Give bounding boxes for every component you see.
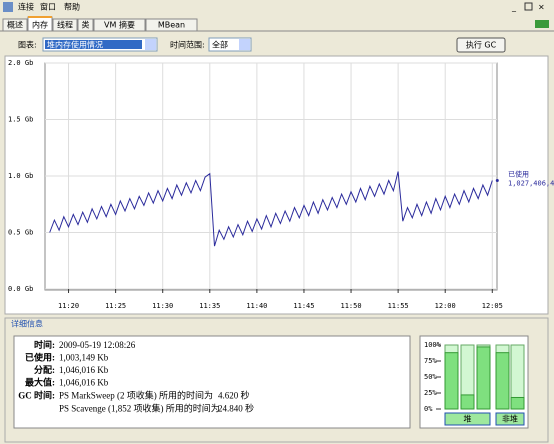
x-tick-label: 11:25 bbox=[105, 302, 126, 310]
gc-time: 24.840 秒 bbox=[218, 403, 254, 414]
bar bbox=[476, 346, 491, 410]
y-tick-label: 2.0 Gb bbox=[8, 59, 33, 67]
x-tick-label: 11:20 bbox=[58, 302, 79, 310]
tab[interactable] bbox=[52, 18, 78, 32]
range-select-text: 全部 bbox=[212, 40, 228, 50]
detail-label: 时间: bbox=[34, 339, 55, 350]
gc-entry: PS Scavenge (1,852 项收集) 所用的时间为 bbox=[59, 403, 220, 414]
chart-select-text: 堆内存使用情况 bbox=[47, 40, 103, 50]
detail-label: 分配: bbox=[34, 364, 55, 375]
app-icon bbox=[3, 2, 13, 12]
tab[interactable] bbox=[145, 18, 198, 32]
select-highlight bbox=[45, 40, 142, 49]
series-line bbox=[49, 171, 493, 247]
series-name: 已使用 bbox=[508, 170, 529, 179]
detail-label: 已使用: bbox=[25, 352, 55, 363]
x-tick-label: 11:55 bbox=[388, 302, 409, 310]
x-tick-label: 11:50 bbox=[341, 302, 362, 310]
group-label[interactable]: 非堆 bbox=[502, 414, 518, 424]
tab[interactable] bbox=[93, 18, 146, 32]
end-value-label: 1,027,406,448 bbox=[508, 180, 554, 188]
x-tick-label: 11:30 bbox=[152, 302, 173, 310]
y-tick-label: 50% bbox=[424, 373, 437, 381]
chart-label: 图表: bbox=[18, 40, 37, 50]
close[interactable]: × bbox=[538, 3, 545, 12]
gc-button-text[interactable]: 执行 GC bbox=[466, 40, 497, 50]
dropdown-arrow[interactable] bbox=[145, 39, 156, 50]
y-tick-label: 1.5 Gb bbox=[8, 116, 33, 124]
range-label: 时间范围: bbox=[170, 40, 205, 50]
group-label[interactable]: 堆 bbox=[464, 414, 472, 424]
details-box bbox=[13, 335, 411, 429]
detail-value: 1,046,016 Kb bbox=[59, 365, 109, 375]
menu-item[interactable]: 帮助 bbox=[64, 2, 80, 12]
gc-time: 4.620 秒 bbox=[218, 390, 250, 401]
dropdown-arrow[interactable] bbox=[239, 39, 250, 50]
menu-item[interactable]: 窗口 bbox=[40, 2, 56, 12]
menu-bar: 连接 窗口 帮助 bbox=[18, 2, 80, 12]
x-tick-label: 12:00 bbox=[435, 302, 456, 310]
detail-label: GC 时间: bbox=[18, 390, 55, 401]
y-tick-label: 0% bbox=[424, 405, 433, 413]
tab-label[interactable]: MBean bbox=[158, 21, 185, 30]
tab-label[interactable]: VM 摘要 bbox=[104, 20, 135, 30]
connect-icon bbox=[535, 20, 549, 28]
y-tick-label: 0.5 Gb bbox=[8, 229, 33, 237]
tab-label[interactable]: 线程 bbox=[57, 20, 73, 30]
bar bbox=[444, 352, 459, 410]
details-text: 时间: 2009-05-19 12:08:26 已使用: 1,003,149 Kb 分配… bbox=[18, 339, 254, 414]
tab-label[interactable]: 类 bbox=[82, 20, 90, 30]
tab-label[interactable]: 概述 bbox=[7, 20, 23, 30]
pool-chart: 100% 75% 50% 25% 0% 堆 非堆 bbox=[424, 341, 525, 426]
details-title: 详细信息 bbox=[11, 319, 43, 329]
detail-value: 1,003,149 Kb bbox=[59, 353, 109, 363]
detail-label: 最大值: bbox=[25, 377, 55, 388]
y-tick-label: 1.0 Gb bbox=[8, 172, 33, 180]
menu-item[interactable]: 连接 bbox=[18, 2, 34, 12]
y-tick-label: 25% bbox=[424, 389, 437, 397]
gc-entry: PS MarkSweep (2 项收集) 所用的时间为 bbox=[59, 390, 213, 401]
detail-value: 2009-05-19 12:08:26 bbox=[59, 340, 136, 350]
bar bbox=[510, 396, 525, 410]
bar bbox=[495, 352, 510, 410]
restore[interactable] bbox=[524, 2, 533, 11]
tab-bar: 概述 内存 线程类 VM 摘要 MBean bbox=[2, 16, 198, 32]
group-box[interactable] bbox=[444, 412, 491, 426]
tab[interactable] bbox=[77, 18, 94, 32]
y-tick-label: 0.0 Gb bbox=[8, 285, 33, 293]
minimize[interactable]: _ bbox=[511, 3, 517, 12]
detail-value: 1,046,016 Kb bbox=[59, 378, 109, 388]
x-tick-label: 11:35 bbox=[199, 302, 220, 310]
tab[interactable] bbox=[2, 18, 28, 32]
x-tick-label: 12:05 bbox=[482, 302, 503, 310]
gc-button[interactable] bbox=[456, 37, 506, 53]
tab-label[interactable]: 内存 bbox=[32, 20, 48, 30]
y-tick-label: 75% bbox=[424, 357, 437, 365]
group-box[interactable] bbox=[495, 412, 525, 426]
end-point bbox=[495, 179, 499, 183]
x-tick-label: 11:40 bbox=[246, 302, 267, 310]
y-tick-label: 100% bbox=[424, 341, 442, 349]
memory-chart: 0.0 Gb 0.5 Gb 1.0 Gb 1.5 Gb 2.0 Gb 11:20 11:25… bbox=[8, 59, 554, 310]
x-tick-label: 11:45 bbox=[293, 302, 314, 310]
bar bbox=[460, 394, 475, 410]
